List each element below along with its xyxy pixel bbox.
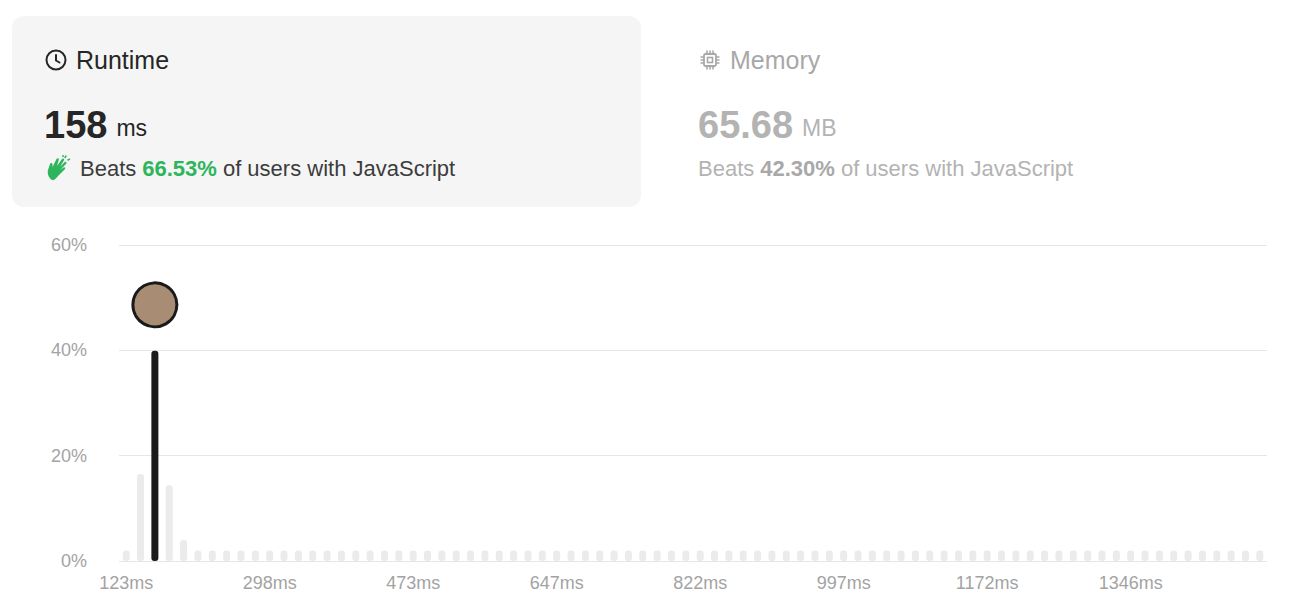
svg-text:40%: 40% <box>51 340 87 360</box>
html-text:Beats 42.30% of users with Jav: Beats 42.30% of users with JavaScript <box>698 156 1074 181</box>
svg-text:473ms: 473ms <box>386 573 440 593</box>
html-text:Beats 66.53% of users with Jav: Beats 66.53% of users with JavaScript <box>80 156 456 181</box>
svg-text:647ms: 647ms <box>530 573 584 593</box>
html-text:Runtime: Runtime <box>76 45 170 74</box>
svg-text:123ms: 123ms <box>99 573 153 593</box>
html-text:Memory: Memory <box>730 45 821 74</box>
svg-text:298ms: 298ms <box>243 573 297 593</box>
svg-text:997ms: 997ms <box>817 573 871 593</box>
html-text:158 ms: 158 ms <box>44 103 148 146</box>
html-text:65.68 MB: 65.68 MB <box>698 103 837 146</box>
svg-text:1346ms: 1346ms <box>1099 573 1163 593</box>
svg-text:60%: 60% <box>51 235 87 255</box>
svg-text:822ms: 822ms <box>673 573 727 593</box>
svg-text:0%: 0% <box>61 551 87 571</box>
svg-text:1172ms: 1172ms <box>956 573 1019 593</box>
svg-text:20%: 20% <box>51 446 87 466</box>
